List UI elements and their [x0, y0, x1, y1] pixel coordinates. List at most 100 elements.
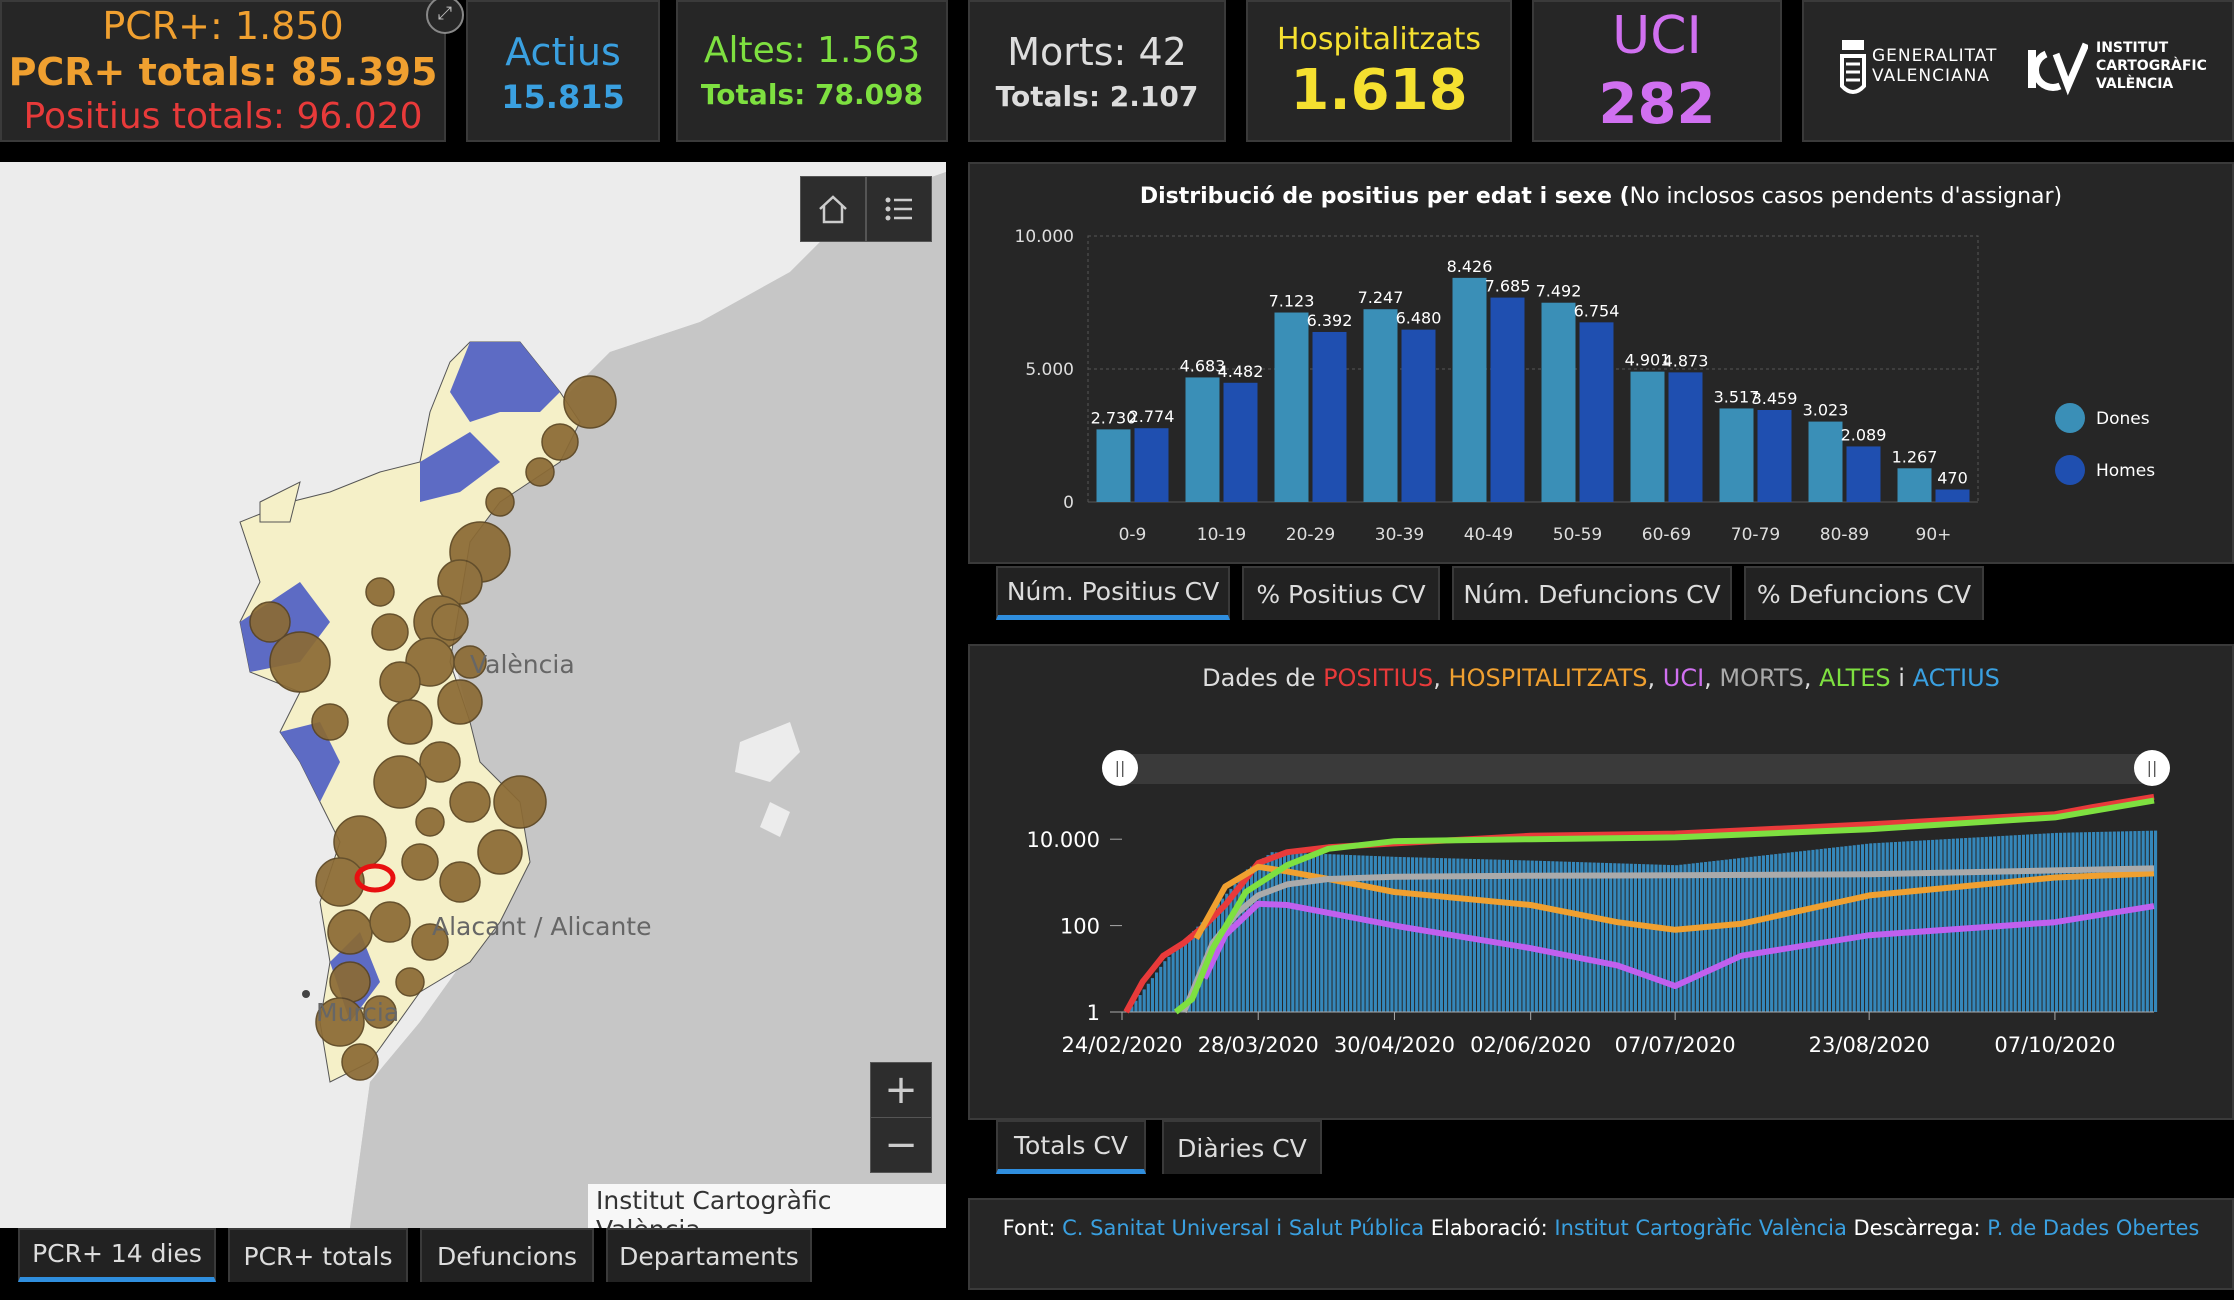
actius-bar [1357, 855, 1361, 1012]
actius-bar [1918, 840, 1922, 1012]
zoom-in-button[interactable]: + [870, 1062, 932, 1118]
range-slider-handle-right[interactable]: || [2134, 750, 2170, 786]
actius-bar [1183, 939, 1188, 1012]
actius-bar [1576, 862, 1580, 1012]
actius-bar [1361, 855, 1365, 1012]
map-label-murcia: Murcia [316, 998, 400, 1027]
bar-chart-title: Distribució de positius per edat i sexe … [970, 184, 2232, 209]
tab-pcr-totals[interactable]: PCR+ totals [228, 1228, 408, 1282]
actius-bar [1262, 857, 1266, 1012]
actius-bar [2129, 831, 2133, 1012]
actius-bar [1485, 859, 1489, 1012]
actius-bar [1551, 861, 1555, 1012]
tab-num-positius[interactable]: Núm. Positius CV [996, 566, 1230, 620]
actius-bar [1307, 853, 1311, 1012]
actius-bar [1130, 1006, 1134, 1012]
bar-dones [1630, 371, 1665, 502]
actius-bar [1567, 861, 1571, 1012]
tab-pcr-14-dies[interactable]: PCR+ 14 dies [18, 1228, 216, 1282]
range-slider-handle-left[interactable]: || [1102, 750, 1138, 786]
actius-bar [1885, 842, 1889, 1012]
tab-totals-cv[interactable]: Totals CV [996, 1120, 1146, 1174]
actius-value: 15.815 [501, 78, 625, 116]
actius-bar [1609, 863, 1613, 1012]
map-canvas[interactable] [0, 162, 946, 1228]
actius-bar [1254, 863, 1258, 1012]
map-panel[interactable]: València Alacant / Alicante Murcia + − I… [0, 162, 946, 1228]
actius-bar [1163, 961, 1167, 1012]
bar-x-tick-label: 30-39 [1375, 525, 1424, 545]
tab-departaments[interactable]: Departaments [606, 1228, 812, 1282]
bar-dones [1452, 277, 1487, 502]
bar-data-label: 3.023 [1803, 401, 1849, 420]
line-series-hospitalitzats [1193, 863, 2155, 941]
actius-bar [1303, 853, 1307, 1012]
footer-elab-label: Elaboració: [1424, 1216, 1555, 1240]
footer-desc-link[interactable]: P. de Dades Obertes [1987, 1216, 2200, 1240]
footer-font-link[interactable]: C. Sanitat Universal i Salut Pública [1062, 1216, 1425, 1240]
actius-bar [1510, 860, 1514, 1012]
actius-bar [1398, 856, 1402, 1012]
kpi-hosp-card: Hospitalitzats 1.618 [1246, 0, 1512, 142]
actius-bar [1877, 842, 1881, 1012]
actius-bar [1146, 983, 1150, 1012]
actius-bar [2137, 830, 2141, 1012]
expand-icon[interactable]: ⤢ [426, 0, 464, 34]
actius-bar [1662, 864, 1666, 1012]
actius-bar [1621, 863, 1625, 1012]
actius-bar [1142, 989, 1146, 1012]
bar-homes [1401, 329, 1436, 502]
zoom-out-button[interactable]: − [870, 1117, 932, 1173]
home-button[interactable] [800, 176, 866, 242]
legend-swatch-homes [2055, 455, 2085, 485]
tab-pct-positius[interactable]: % Positius CV [1242, 566, 1440, 620]
actius-bar [1596, 862, 1600, 1012]
tab-diaries-cv[interactable]: Diàries CV [1162, 1120, 1322, 1174]
map-label-alicante: Alacant / Alicante [432, 912, 652, 941]
actius-bar [1526, 860, 1530, 1012]
footer-elab-link[interactable]: Institut Cartogràfic València [1554, 1216, 1847, 1240]
actius-bar [1761, 855, 1765, 1012]
actius-bar [1815, 849, 1819, 1012]
line-series-altes [1173, 797, 2155, 1015]
line-y-tick-label: 10.000 [1027, 828, 1100, 852]
range-slider-track[interactable] [1118, 754, 2154, 784]
actius-bar [1650, 864, 1654, 1012]
actius-bar [1369, 855, 1373, 1012]
morts-title: Morts: 42 [1007, 30, 1187, 74]
actius-bar [1770, 854, 1774, 1012]
gva-logo-line1: GENERALITAT [1872, 46, 1998, 66]
line-title-part: , [1433, 664, 1449, 692]
legend-button[interactable] [866, 176, 932, 242]
bar-data-label: 6.754 [1574, 301, 1620, 320]
actius-bar [1898, 841, 1902, 1012]
actius-bar [1592, 862, 1596, 1012]
bar-dones [1897, 468, 1932, 502]
actius-bar [1505, 859, 1510, 1012]
bar-data-label: 4.873 [1663, 351, 1709, 370]
legend-label-homes: Homes [2096, 461, 2155, 481]
line-title-part: POSITIUS [1323, 664, 1434, 692]
actius-bar [2145, 830, 2149, 1012]
tab-defuncions[interactable]: Defuncions [420, 1228, 594, 1282]
actius-bar [1844, 846, 1848, 1012]
icv-logo-line2: CARTOGRÀFIC [2096, 58, 2207, 74]
bar-x-tick-label: 70-79 [1731, 525, 1780, 545]
bar-x-tick-label: 10-19 [1197, 525, 1246, 545]
actius-bar [1538, 860, 1543, 1012]
tab-pct-defuncions[interactable]: % Defuncions CV [1744, 566, 1984, 620]
uci-title: UCI [1612, 6, 1702, 66]
cases-bubbles[interactable] [249, 375, 617, 1081]
actius-bar [2125, 831, 2129, 1012]
actius-bar [1311, 853, 1316, 1012]
actius-bar [1765, 854, 1770, 1012]
actius-bar [1427, 857, 1431, 1012]
actius-bar [1518, 860, 1522, 1012]
legend-label-dones: Dones [2096, 409, 2150, 429]
actius-bar [1679, 864, 1683, 1012]
actius-bar [1481, 859, 1485, 1012]
tab-num-defuncions[interactable]: Núm. Defuncions CV [1452, 566, 1732, 620]
actius-bar [1171, 952, 1175, 1012]
actius-bar [1873, 843, 1877, 1012]
line-chart: 1 100 10.000 24/02/2020 28/03/2020 30/04/2020… [1027, 793, 2158, 1057]
